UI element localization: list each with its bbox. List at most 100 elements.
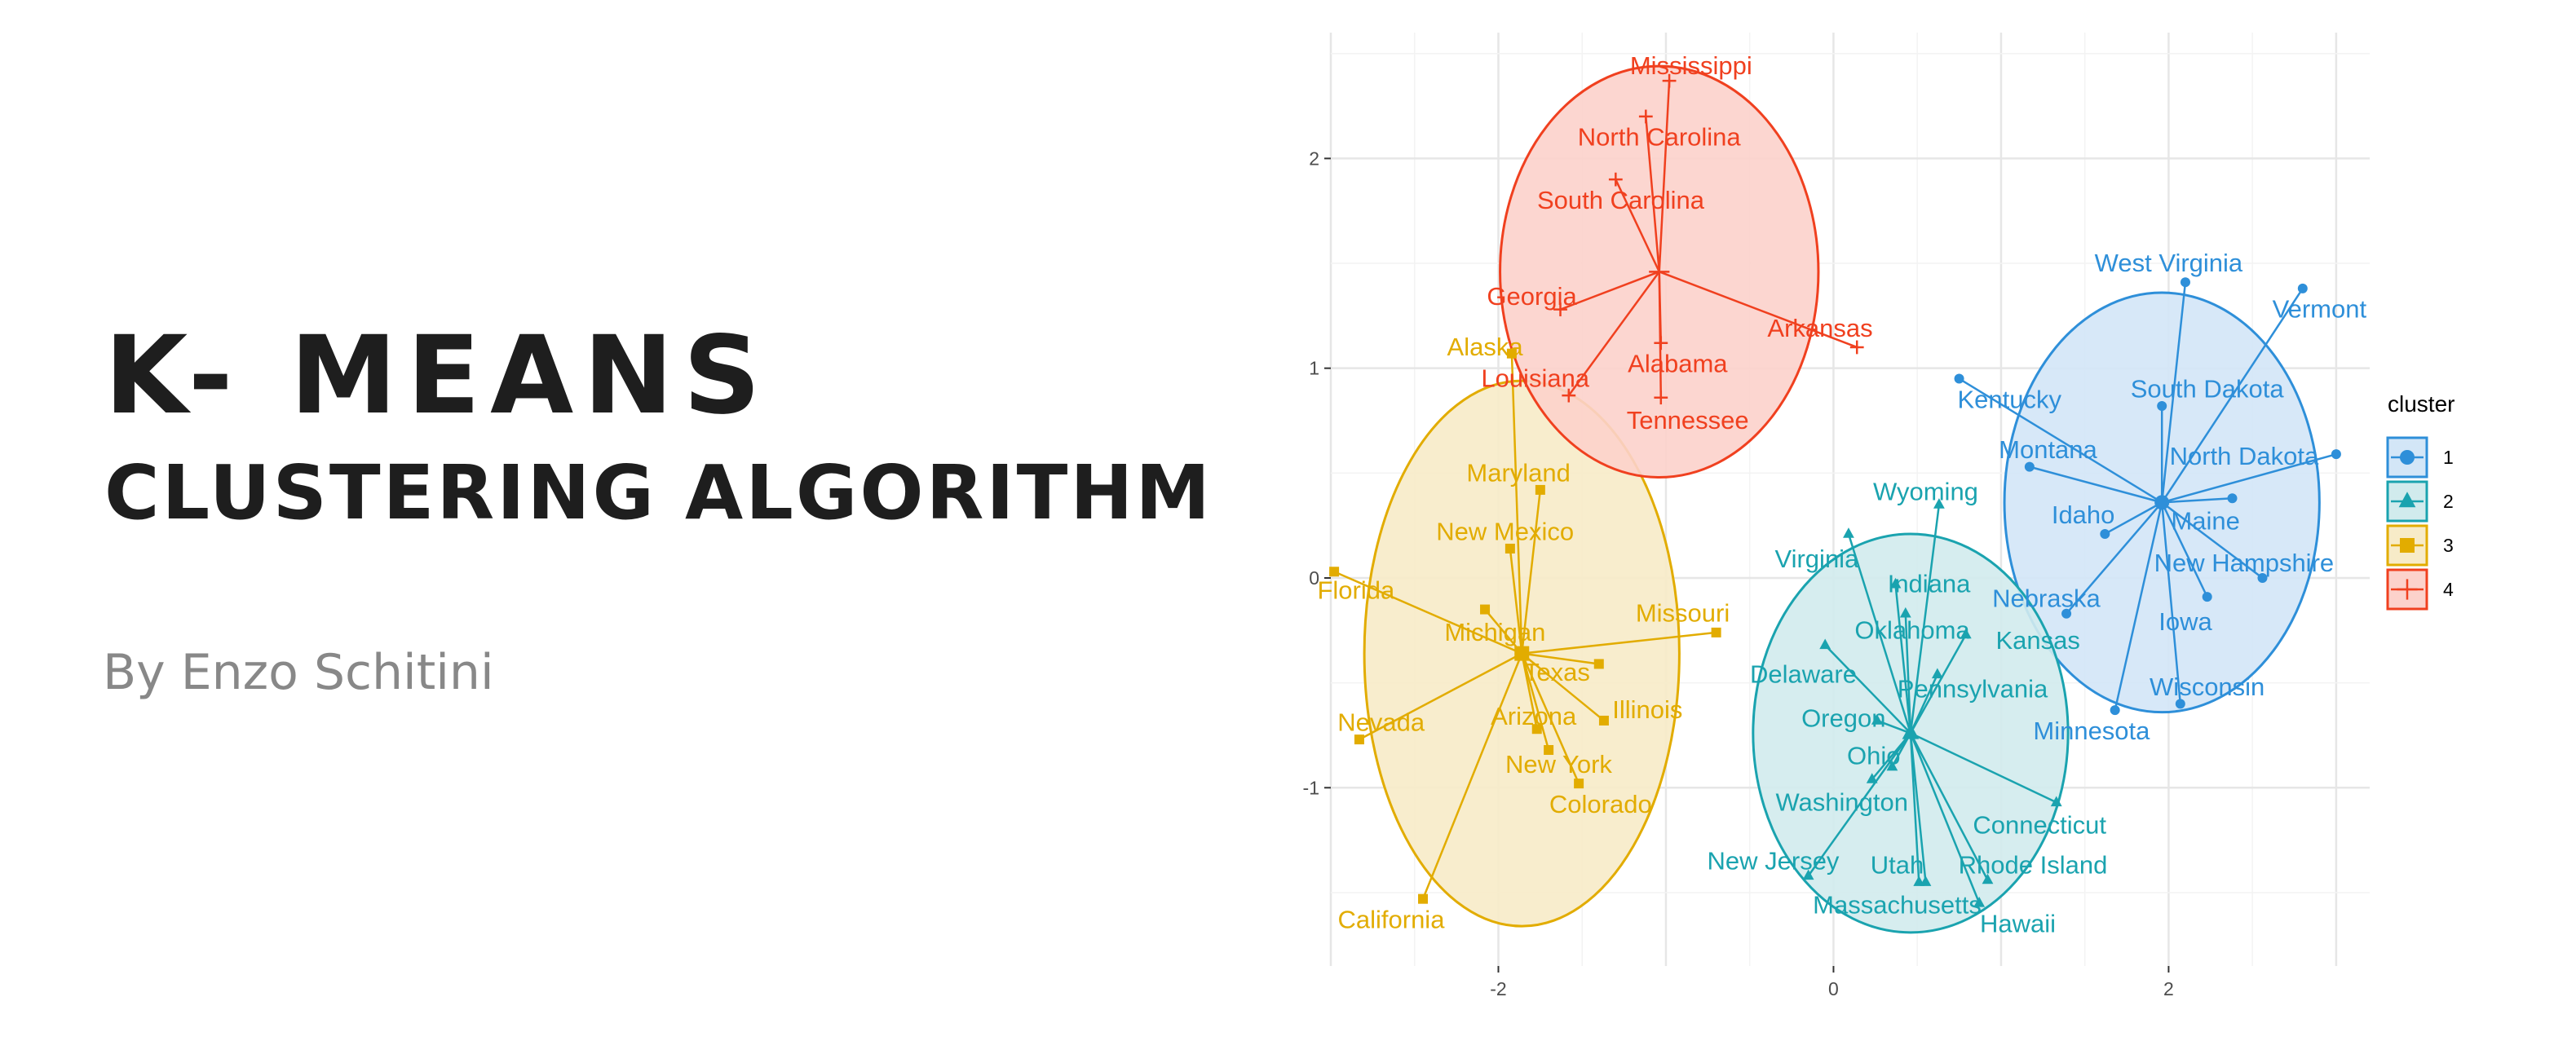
point-marker <box>1899 607 1911 618</box>
point-marker <box>1711 627 1721 637</box>
point-marker <box>1819 638 1831 650</box>
point-marker <box>1608 172 1623 187</box>
point-label: Utah <box>1871 850 1924 879</box>
cluster-2-spoke <box>1909 633 1967 734</box>
legend-marker <box>2398 492 2416 508</box>
legend-marker <box>2400 538 2415 553</box>
point-marker <box>1886 760 1898 771</box>
point-label: Delaware <box>1750 659 1857 688</box>
point-marker <box>1849 340 1864 355</box>
point-marker <box>1960 628 1972 639</box>
point-label: Arizona <box>1491 702 1577 730</box>
point-label: Alabama <box>1628 350 1728 378</box>
point-label: Kentucky <box>1957 385 2061 413</box>
point-marker <box>1931 668 1943 679</box>
point-label: Wyoming <box>1873 477 1978 505</box>
point-label: North Carolina <box>1578 123 1742 152</box>
cluster-1-spoke <box>2161 501 2264 579</box>
point-marker <box>1531 724 1542 734</box>
author-byline: By Enzo Schitini <box>103 644 494 701</box>
cluster-3-spoke <box>1521 653 1580 784</box>
point-marker <box>2257 572 2268 583</box>
cluster-2-spoke <box>1807 732 1911 877</box>
point-label: Iowa <box>2158 607 2212 636</box>
point-marker <box>1920 876 1932 886</box>
cluster-2-center <box>1902 723 1920 739</box>
point-marker <box>1505 543 1515 554</box>
point-marker <box>2157 401 2167 411</box>
cluster-4-spoke <box>1560 271 1660 311</box>
point-marker <box>2180 277 2190 288</box>
cluster-3-spoke <box>1421 653 1523 900</box>
point-label: Massachusetts <box>1813 890 1982 919</box>
legend-label-1: 1 <box>2443 447 2454 468</box>
cluster-2-spoke <box>1909 733 1920 883</box>
point-marker <box>2110 705 2120 716</box>
point-marker <box>1506 348 1517 359</box>
point-label: West Virginia <box>2095 249 2243 277</box>
cluster-2-spoke <box>1876 719 1911 734</box>
point-marker <box>1889 577 1902 589</box>
x-tick-label: -2 <box>1490 978 1506 999</box>
point-label: Louisiana <box>1481 364 1589 393</box>
cluster-3-spoke <box>1509 548 1523 654</box>
point-label: Washington <box>1775 787 1908 816</box>
cluster-2-spoke <box>1910 732 2057 804</box>
cluster-3-spoke <box>1522 652 1599 665</box>
point-label: Missouri <box>1636 599 1730 628</box>
point-marker <box>1843 527 1854 538</box>
point-label: Arkansas <box>1767 314 1872 342</box>
point-marker <box>2331 449 2341 460</box>
legend-marker <box>2400 450 2415 465</box>
cluster-2-spoke <box>1847 533 1912 734</box>
cluster-2-spoke <box>1904 613 1912 734</box>
point-marker <box>1654 390 1668 405</box>
point-marker <box>2024 461 2035 472</box>
cluster-1-spoke <box>2160 282 2187 503</box>
cluster-2-spoke <box>1909 732 1981 904</box>
point-label: Minnesota <box>2033 717 2150 745</box>
point-label: Maryland <box>1466 458 1571 487</box>
cluster-1-spoke <box>2160 502 2182 704</box>
cluster-1-spoke <box>2066 501 2163 615</box>
point-label: California <box>1337 905 1445 933</box>
point-label: Idaho <box>2052 501 2115 529</box>
point-label: Georgia <box>1487 282 1577 311</box>
point-marker <box>1871 714 1883 725</box>
point-label: Kansas <box>1995 626 2079 655</box>
point-marker <box>1535 484 1545 495</box>
point-marker <box>1562 388 1576 403</box>
point-label: New Mexico <box>1436 517 1574 545</box>
data-points <box>1329 73 2341 907</box>
point-label: Tennessee <box>1627 406 1749 434</box>
point-label: New Jersey <box>1708 846 1840 875</box>
chart-axes: -2 0 2 -1 0 1 2 <box>1303 148 2174 999</box>
cluster-2-spoke <box>1909 733 1927 883</box>
legend-marker <box>2397 579 2418 600</box>
point-marker <box>1954 373 1964 384</box>
cluster-3-spoke <box>1521 653 1550 751</box>
point-label: Nevada <box>1337 708 1425 737</box>
legend-title: cluster <box>2388 391 2454 417</box>
point-marker <box>1354 734 1364 745</box>
point-marker <box>1866 773 1878 783</box>
cluster-1-spoke <box>2161 452 2337 504</box>
y-tick-label: -1 <box>1303 777 1319 798</box>
point-marker <box>1973 897 1986 907</box>
cluster-3-spoke <box>1521 652 1605 721</box>
point-label: North Dakota <box>2170 442 2319 470</box>
cluster-4-spoke <box>1658 81 1671 272</box>
point-label: Connecticut <box>1973 811 2106 840</box>
cluster-4-spoke <box>1645 116 1660 272</box>
cluster-1-spoke <box>2114 502 2163 711</box>
cluster-3-spoke <box>1484 608 1523 655</box>
point-label: Texas <box>1524 658 1590 686</box>
point-label: Maine <box>2171 507 2239 536</box>
point-label: Virginia <box>1774 545 1859 573</box>
cluster-3-spoke <box>1522 631 1717 655</box>
cluster-1-spoke <box>2161 288 2304 504</box>
point-marker <box>1480 604 1491 615</box>
legend-label-2: 2 <box>2443 491 2454 512</box>
point-label: Ohio <box>1847 742 1900 770</box>
